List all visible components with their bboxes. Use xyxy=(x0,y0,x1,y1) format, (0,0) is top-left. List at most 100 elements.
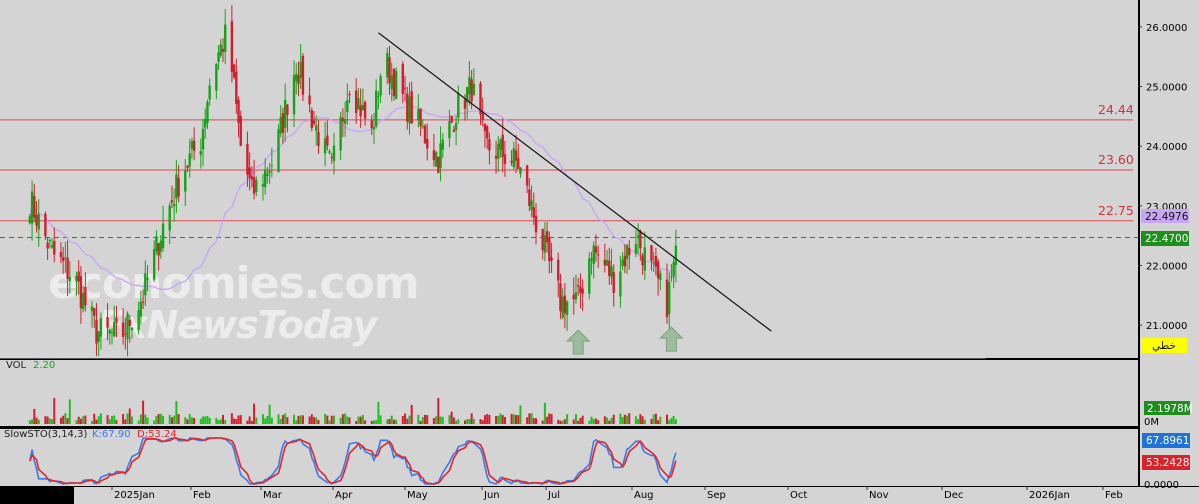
candle-body xyxy=(417,109,420,121)
volume-bar xyxy=(79,418,82,424)
candle-body xyxy=(386,53,389,78)
volume-bar xyxy=(64,413,67,424)
candle-body xyxy=(636,235,640,239)
chart-style-tag[interactable] xyxy=(1141,338,1187,353)
candle-body xyxy=(510,160,513,163)
candle-body xyxy=(239,116,242,146)
candle-body xyxy=(454,123,458,130)
volume-bar xyxy=(224,420,227,424)
candle-body xyxy=(528,189,531,206)
volume-bar xyxy=(222,414,224,424)
candle-body xyxy=(577,285,580,287)
candle-body xyxy=(283,99,287,128)
candle-body xyxy=(581,288,584,294)
date-tick-label: Feb xyxy=(193,490,211,501)
candle-body xyxy=(139,301,143,317)
candle-body xyxy=(235,71,238,104)
candle-body xyxy=(479,83,482,115)
volume-bar xyxy=(277,414,280,424)
candle-body xyxy=(130,327,134,331)
candle-body xyxy=(255,179,258,192)
candle-body xyxy=(545,231,549,243)
volume-bar xyxy=(577,420,580,424)
candle-body xyxy=(301,55,305,95)
volume-bar xyxy=(326,415,329,424)
volume-bar xyxy=(574,414,577,424)
volume-bar xyxy=(91,420,94,424)
volume-value-tag xyxy=(1144,401,1190,415)
volume-bar xyxy=(495,416,498,424)
candle-body xyxy=(97,331,100,342)
volume-bar xyxy=(657,420,660,424)
candle-body xyxy=(124,333,127,335)
candle-body xyxy=(308,95,311,105)
candle-body xyxy=(497,143,500,159)
candle-body xyxy=(619,271,622,297)
stoch-k-value: 67.8961 xyxy=(1146,435,1189,447)
axes: 26.0000 25.0000 24.0000 23.0000 22.0000 21.00… xyxy=(111,23,1187,501)
candle-body xyxy=(605,260,609,266)
last-price-tag xyxy=(1141,231,1189,246)
candle-body xyxy=(33,195,36,218)
candle-body xyxy=(44,213,47,237)
volume-bar xyxy=(541,420,544,424)
volume-bar xyxy=(566,414,569,424)
candle-body xyxy=(81,292,85,310)
candle-body xyxy=(672,262,675,277)
volume-bar xyxy=(437,398,440,424)
last-price-text: 22.4700 xyxy=(1145,233,1188,245)
candle-body xyxy=(35,214,38,226)
candle-body xyxy=(186,165,189,168)
volume-bar xyxy=(435,416,438,424)
volume-bar xyxy=(361,414,364,424)
volume-bar xyxy=(317,419,320,424)
volume-bar xyxy=(581,415,584,424)
candle-body xyxy=(594,246,598,253)
candle-body xyxy=(596,254,600,256)
candle-body xyxy=(603,259,607,266)
volume-bar xyxy=(130,416,133,424)
volume-bar xyxy=(230,413,233,424)
candle-body xyxy=(374,90,378,127)
volume-bar xyxy=(419,420,422,424)
candle-body xyxy=(115,317,118,323)
candle-body xyxy=(208,85,211,100)
volume-bar xyxy=(266,415,269,424)
candle-body xyxy=(408,96,411,124)
candle-body xyxy=(204,118,207,128)
candle-body xyxy=(144,273,147,296)
candle-body xyxy=(488,139,491,151)
candle-body xyxy=(221,48,225,52)
candle-body xyxy=(565,301,569,315)
candle-body xyxy=(519,167,522,174)
volume-bar xyxy=(392,419,395,424)
volume-bar xyxy=(503,416,506,424)
price-tick-label: 21.0000 xyxy=(1146,321,1187,332)
volume-bar xyxy=(588,420,591,424)
candle-body xyxy=(250,176,254,180)
stoch-k-tag xyxy=(1142,433,1190,448)
date-tick-label: Feb xyxy=(1105,490,1123,501)
volume-bar xyxy=(186,419,189,424)
volume-bar xyxy=(153,420,156,424)
candle-body xyxy=(252,177,256,194)
price-tick-label: 24.0000 xyxy=(1146,142,1187,153)
candle-body xyxy=(157,243,160,256)
up-arrow-icon xyxy=(659,326,684,352)
volume-bar xyxy=(144,414,147,424)
candle-body xyxy=(643,247,646,271)
volume-bar xyxy=(639,414,642,424)
candle-body xyxy=(512,148,516,168)
candle-body xyxy=(152,249,156,280)
volume-bar xyxy=(128,408,131,424)
volume-bar xyxy=(515,415,518,424)
candle-body xyxy=(634,244,638,254)
candle-body xyxy=(612,272,615,294)
volume-bar xyxy=(424,414,427,424)
candle-body xyxy=(406,93,409,122)
volume-bar xyxy=(206,415,209,424)
candle-body xyxy=(292,75,296,115)
volume-bar xyxy=(268,404,271,424)
volume-bar xyxy=(217,420,220,424)
volume-bar xyxy=(401,415,404,424)
